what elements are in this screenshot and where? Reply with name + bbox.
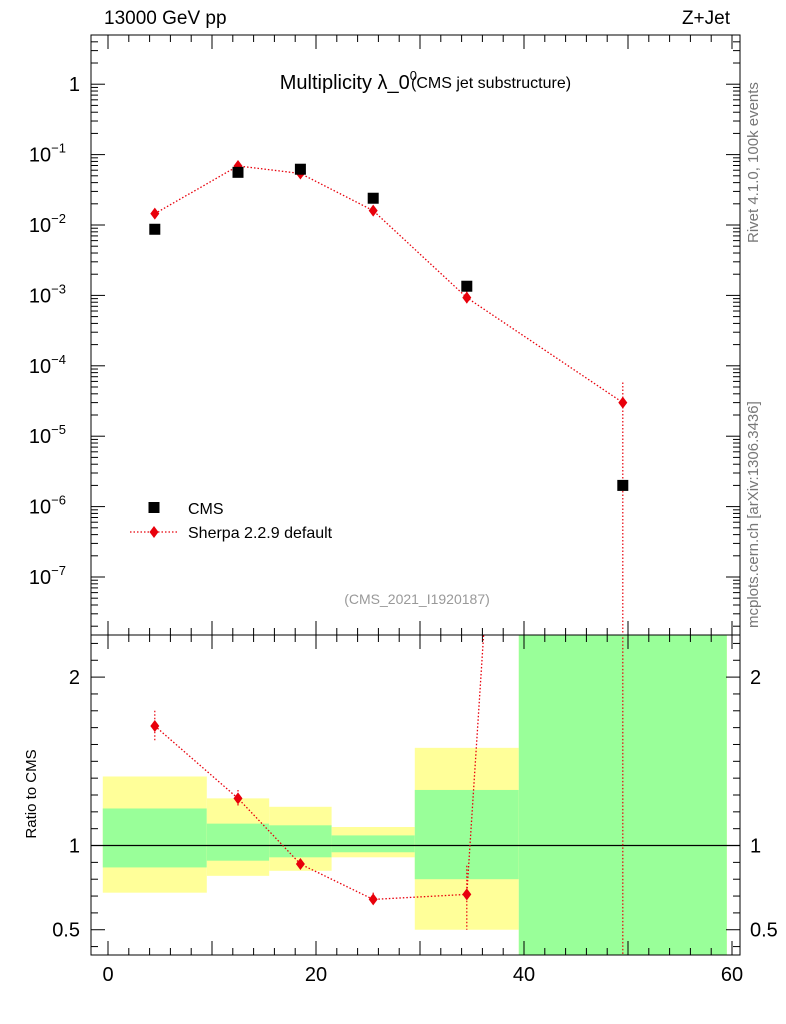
analysis-label: (CMS_2021_I1920187) bbox=[344, 591, 490, 607]
legend-data-marker bbox=[148, 502, 160, 513]
y-tick-label: 1 bbox=[69, 74, 80, 96]
legend-label-mc: Sherpa 2.2.9 default bbox=[188, 525, 333, 542]
mc-point bbox=[368, 893, 378, 906]
ratio-y-tick-label: 0.5 bbox=[750, 920, 778, 942]
ratio-ylabel: Ratio to CMS bbox=[23, 749, 40, 838]
ratio-band-inner bbox=[102, 808, 207, 868]
data-point bbox=[617, 479, 629, 491]
ratio-band-inner bbox=[206, 823, 270, 861]
chart-title: Multiplicity λ_00 bbox=[280, 68, 417, 94]
x-tick-label: 0 bbox=[102, 964, 113, 986]
y-tick-label: 10−2 bbox=[29, 211, 66, 237]
y-tick-label: 10−1 bbox=[29, 141, 66, 167]
data-point bbox=[461, 280, 473, 292]
data-point bbox=[367, 192, 379, 204]
y-tick-label: 10−4 bbox=[29, 352, 66, 378]
legend-label-data: CMS bbox=[188, 501, 224, 518]
mc-point bbox=[618, 396, 628, 409]
y-tick-label: 10−3 bbox=[29, 281, 66, 307]
mc-point bbox=[368, 204, 378, 217]
mc-line bbox=[154, 165, 624, 404]
chart-subtitle: (CMS jet substructure) bbox=[411, 75, 571, 92]
x-tick-label: 20 bbox=[305, 964, 327, 986]
ratio-band-inner bbox=[414, 789, 519, 880]
ratio-mc-line bbox=[154, 635, 485, 901]
mc-point bbox=[462, 291, 472, 304]
mc-point bbox=[149, 526, 159, 538]
data-point bbox=[294, 163, 306, 175]
y-tick-label: 10−7 bbox=[29, 563, 66, 589]
ratio-y-tick-label: 1 bbox=[69, 836, 80, 858]
data-point bbox=[149, 223, 161, 235]
ratio-band-inner bbox=[331, 835, 415, 853]
header-right: Z+Jet bbox=[681, 8, 730, 29]
mc-point bbox=[150, 719, 160, 732]
mc-point bbox=[295, 858, 305, 871]
header-left: 13000 GeV pp bbox=[104, 8, 227, 29]
x-tick-label: 40 bbox=[513, 964, 535, 986]
data-point bbox=[232, 166, 244, 178]
ratio-y-tick-label: 2 bbox=[750, 667, 761, 689]
x-tick-label: 60 bbox=[721, 964, 743, 986]
y-tick-label: 10−5 bbox=[29, 422, 66, 448]
ratio-y-tick-label: 2 bbox=[69, 667, 80, 689]
ratio-band-inner bbox=[269, 825, 332, 858]
mc-point bbox=[462, 888, 472, 901]
ratio-y-tick-label: 0.5 bbox=[52, 920, 80, 942]
main-frame bbox=[90, 34, 741, 636]
ratio-y-tick-label: 1 bbox=[750, 836, 761, 858]
mc-point bbox=[233, 792, 243, 805]
mc-point bbox=[150, 207, 160, 220]
y-tick-label: 10−6 bbox=[29, 493, 66, 519]
ratio-frame bbox=[90, 634, 741, 956]
